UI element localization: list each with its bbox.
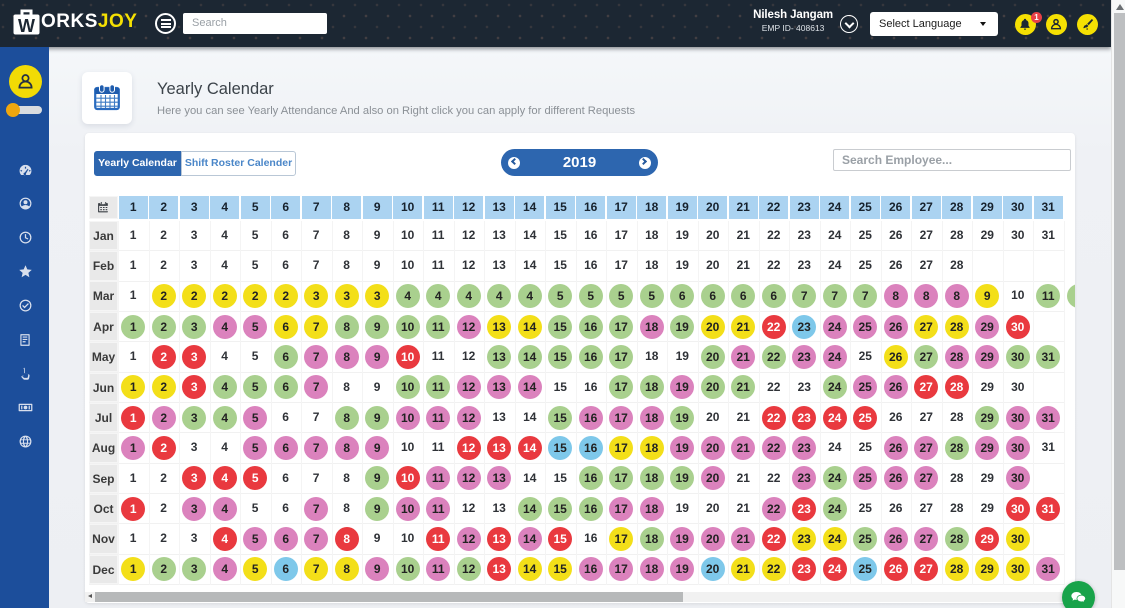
svg-text:W: W xyxy=(18,16,35,36)
